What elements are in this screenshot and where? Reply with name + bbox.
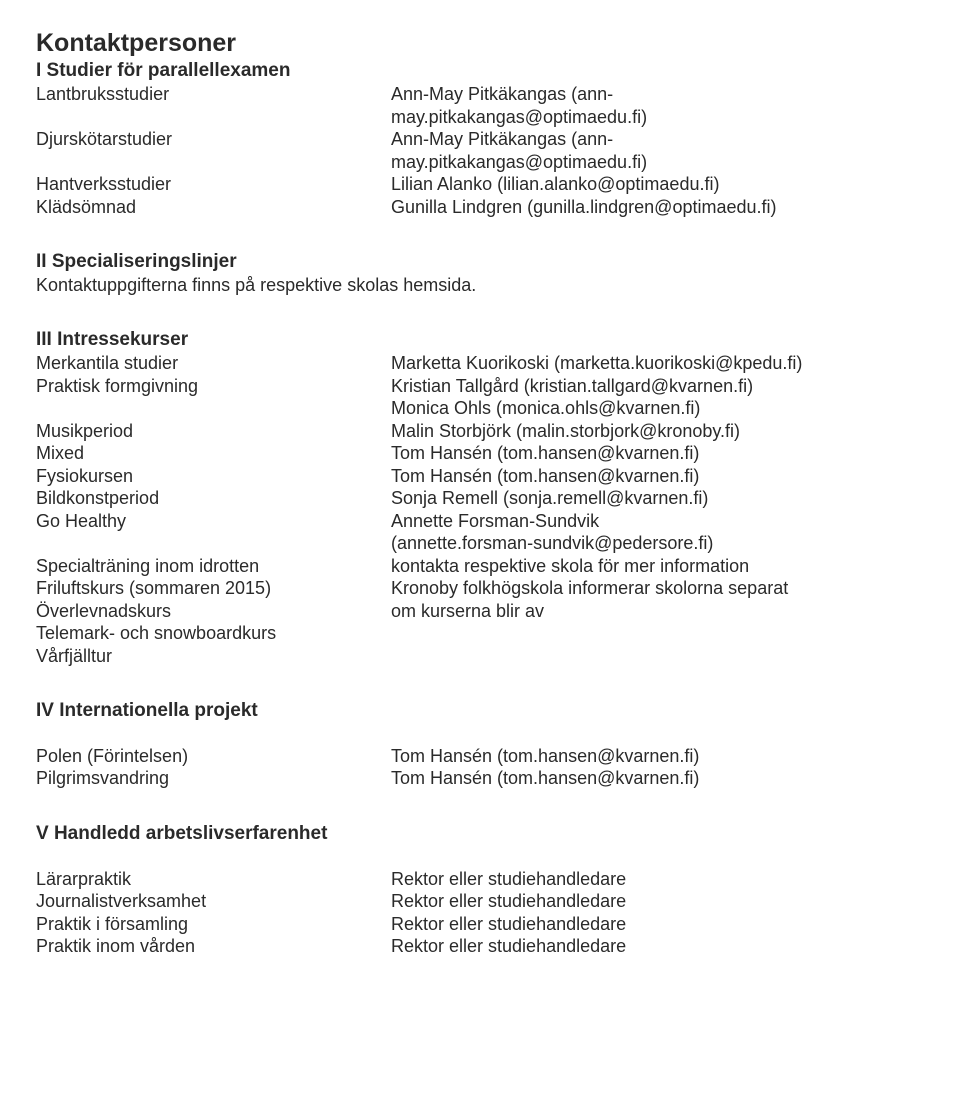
row-value: Marketta Kuorikoski (marketta.kuorikoski… bbox=[391, 352, 924, 375]
row-value: Malin Storbjörk (malin.storbjork@kronoby… bbox=[391, 420, 924, 443]
row-label: Mixed bbox=[36, 442, 391, 465]
row-label bbox=[36, 151, 391, 174]
row-value: may.pitkakangas@optimaedu.fi) bbox=[391, 106, 924, 129]
row-value: Tom Hansén (tom.hansen@kvarnen.fi) bbox=[391, 465, 924, 488]
section1-title: I Studier för parallellexamen bbox=[36, 59, 924, 83]
row-value: Monica Ohls (monica.ohls@kvarnen.fi) bbox=[391, 397, 924, 420]
section2-title: II Specialiseringslinjer bbox=[36, 250, 924, 274]
row-value: Ann-May Pitkäkangas (ann- bbox=[391, 128, 924, 151]
page-heading: Kontaktpersoner bbox=[36, 28, 924, 59]
row-value: kontakta respektive skola för mer inform… bbox=[391, 555, 924, 578]
row-label: Praktisk formgivning bbox=[36, 375, 391, 398]
row-label bbox=[36, 106, 391, 129]
row-label: Journalistverksamhet bbox=[36, 890, 391, 913]
row-value: om kurserna blir av bbox=[391, 600, 924, 623]
row-label: Polen (Förintelsen) bbox=[36, 745, 391, 768]
row-value: Tom Hansén (tom.hansen@kvarnen.fi) bbox=[391, 442, 924, 465]
row-label: Musikperiod bbox=[36, 420, 391, 443]
row-value: Tom Hansén (tom.hansen@kvarnen.fi) bbox=[391, 767, 924, 790]
row-label: Klädsömnad bbox=[36, 196, 391, 219]
row-value: Rektor eller studiehandledare bbox=[391, 868, 924, 891]
row-value: Rektor eller studiehandledare bbox=[391, 913, 924, 936]
row-label: Go Healthy bbox=[36, 510, 391, 533]
row-value: Gunilla Lindgren (gunilla.lindgren@optim… bbox=[391, 196, 924, 219]
row-label: Praktik inom vården bbox=[36, 935, 391, 958]
section5-title: V Handledd arbetslivserfarenhet bbox=[36, 822, 924, 846]
row-label: Pilgrimsvandring bbox=[36, 767, 391, 790]
row-value bbox=[391, 622, 924, 645]
row-value: Rektor eller studiehandledare bbox=[391, 935, 924, 958]
row-label: Hantverksstudier bbox=[36, 173, 391, 196]
row-value: Ann-May Pitkäkangas (ann- bbox=[391, 83, 924, 106]
row-value bbox=[391, 645, 924, 668]
row-value: Kronoby folkhögskola informerar skolorna… bbox=[391, 577, 924, 600]
row-value: Sonja Remell (sonja.remell@kvarnen.fi) bbox=[391, 487, 924, 510]
row-label bbox=[36, 397, 391, 420]
row-value: Annette Forsman-Sundvik bbox=[391, 510, 924, 533]
section3-title: III Intressekurser bbox=[36, 328, 924, 352]
row-label: Telemark- och snowboardkurs bbox=[36, 622, 391, 645]
row-value: Lilian Alanko (lilian.alanko@optimaedu.f… bbox=[391, 173, 924, 196]
row-label: Överlevnadskurs bbox=[36, 600, 391, 623]
row-value: Rektor eller studiehandledare bbox=[391, 890, 924, 913]
row-label: Djurskötarstudier bbox=[36, 128, 391, 151]
row-label: Lantbruksstudier bbox=[36, 83, 391, 106]
section2-note: Kontaktuppgifterna finns på respektive s… bbox=[36, 274, 924, 297]
row-label bbox=[36, 532, 391, 555]
row-label: Merkantila studier bbox=[36, 352, 391, 375]
row-label: Friluftskurs (sommaren 2015) bbox=[36, 577, 391, 600]
row-label: Lärarpraktik bbox=[36, 868, 391, 891]
row-value: Tom Hansén (tom.hansen@kvarnen.fi) bbox=[391, 745, 924, 768]
row-value: (annette.forsman-sundvik@pedersore.fi) bbox=[391, 532, 924, 555]
row-value: may.pitkakangas@optimaedu.fi) bbox=[391, 151, 924, 174]
row-label: Praktik i församling bbox=[36, 913, 391, 936]
section4-title: IV Internationella projekt bbox=[36, 699, 924, 723]
row-label: Vårfjälltur bbox=[36, 645, 391, 668]
row-value: Kristian Tallgård (kristian.tallgard@kva… bbox=[391, 375, 924, 398]
row-label: Fysiokursen bbox=[36, 465, 391, 488]
row-label: Specialträning inom idrotten bbox=[36, 555, 391, 578]
row-label: Bildkonstperiod bbox=[36, 487, 391, 510]
